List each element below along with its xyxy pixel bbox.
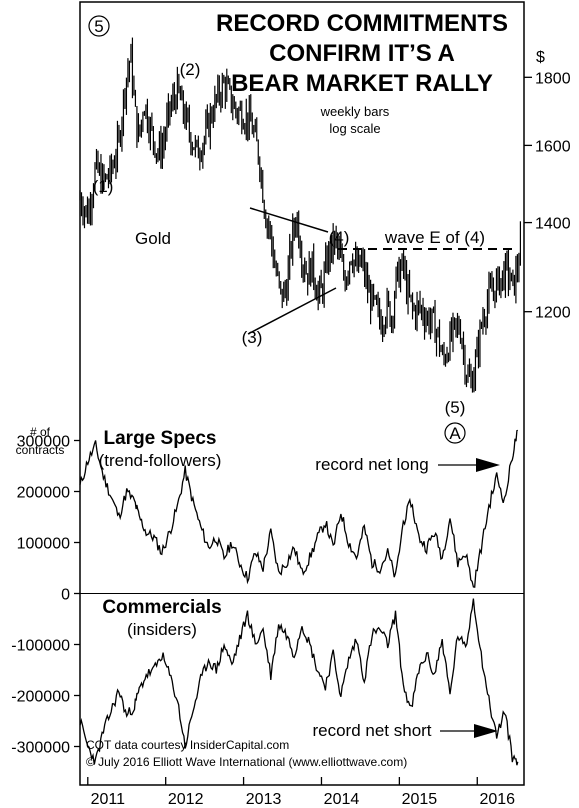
commercials-label: Commercials: [102, 597, 221, 618]
price-tick-label: 1200: [535, 305, 571, 322]
chart-title-line-1: RECORD COMMITMENTS: [216, 10, 508, 37]
x-tick-label: 2011: [91, 791, 126, 808]
record-net-long-arrowhead: [476, 458, 500, 472]
record-net-long-label: record net long: [315, 455, 428, 474]
wave-2-label: (2): [180, 60, 201, 79]
gold-series-label: Gold: [135, 229, 171, 248]
large-specs-line: [79, 429, 519, 588]
x-tick-label: 2014: [324, 791, 360, 808]
credit-line-2: © July 2016 Elliott Wave International (…: [86, 755, 407, 769]
price-axis: 1200 1400 1600 1800: [524, 70, 571, 322]
cot-tick-label: -200000: [11, 689, 70, 706]
triangle-upper-line: [249, 207, 329, 233]
large-specs-label: Large Specs: [104, 428, 217, 449]
wave-5-circled-label: 5: [94, 17, 103, 36]
record-net-short-label: record net short: [312, 721, 431, 740]
wave-5-circle: [88, 15, 110, 37]
cot-ylabel-line-2: contracts: [16, 443, 65, 457]
x-tick-label: 2012: [168, 791, 204, 808]
cot-tick-label: -300000: [11, 740, 70, 757]
price-unit-label: $: [536, 49, 545, 66]
x-tick-label: 2016: [479, 791, 515, 808]
wave-3-label: (3): [242, 328, 263, 347]
wave-a-circle: [444, 422, 466, 444]
credit-line-1: COT data courtesy InsiderCapital.com: [86, 738, 289, 752]
cot-tick-label: -100000: [11, 638, 70, 655]
x-tick-label: 2013: [246, 791, 282, 808]
wave-5-bottom-label: (5): [445, 398, 466, 417]
cot-tick-label: 0: [61, 587, 70, 604]
price-tick-label: 1600: [535, 138, 571, 155]
x-axis: 2011 2012 2013 2014 2015 2016: [87, 777, 515, 808]
cot-axis: -300000 -200000 -100000 0 100000 200000 300000: [11, 434, 80, 757]
record-net-short-arrowhead: [474, 724, 498, 738]
wave-1-label: (1): [93, 177, 114, 196]
x-tick-label: 2015: [402, 791, 438, 808]
commercials-line: [79, 598, 519, 766]
gold-price-bars: [79, 37, 522, 393]
cot-ylabel-line-1: # of: [30, 425, 51, 439]
plot-frame: [79, 1, 525, 786]
cot-tick-label: 200000: [17, 485, 70, 502]
wave-e-annotation: wave E of (4): [384, 228, 485, 247]
chart-subtitle-line-2: log scale: [329, 121, 380, 136]
wave-a-circled-label: A: [449, 424, 461, 443]
wave-4-label: (4): [329, 228, 350, 247]
price-tick-label: 1400: [535, 216, 571, 233]
triangle-lower-line: [247, 287, 337, 335]
price-tick-label: 1800: [535, 70, 571, 87]
chart-subtitle-line-1: weekly bars: [320, 104, 390, 119]
cot-tick-label: 300000: [17, 434, 70, 451]
large-specs-desc: (trend-followers): [99, 451, 222, 470]
chart-title-line-2: CONFIRM IT’S A: [269, 40, 455, 67]
chart-title-line-3: BEAR MARKET RALLY: [231, 70, 493, 97]
cot-tick-label: 100000: [17, 536, 70, 553]
commercials-desc: (insiders): [127, 620, 197, 639]
